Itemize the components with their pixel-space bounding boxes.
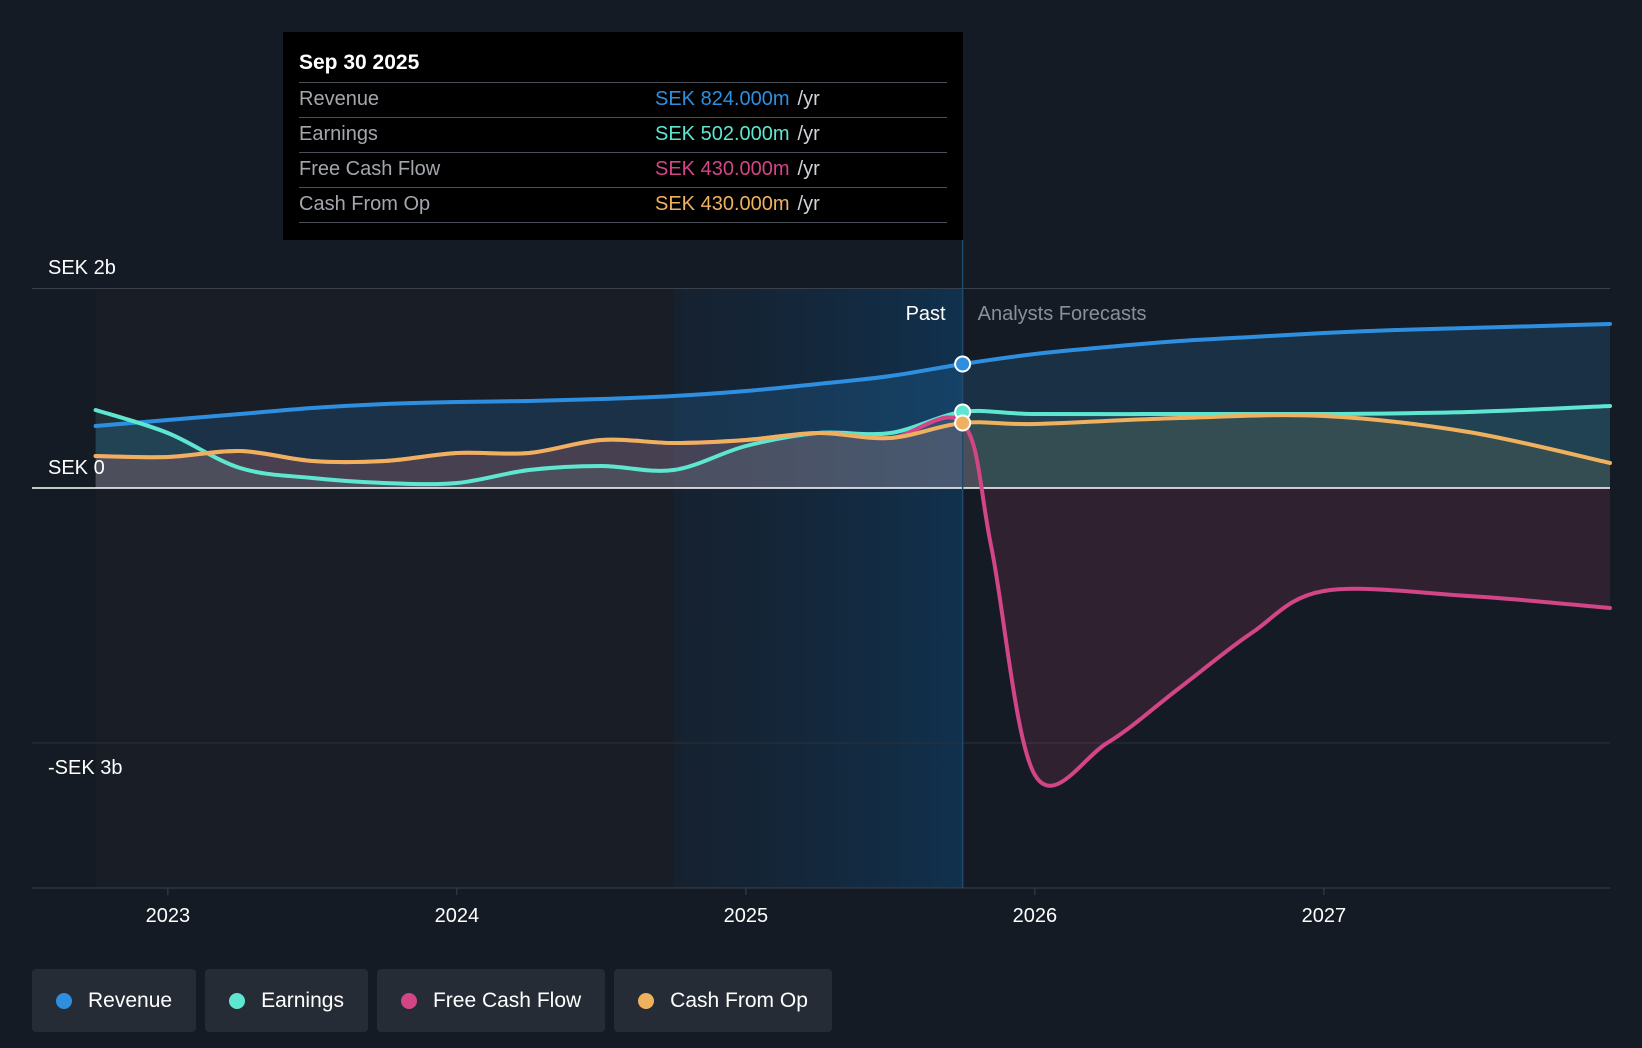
- line-revenue: [93, 322, 1612, 428]
- forecast-label: Analysts Forecasts: [978, 303, 1147, 325]
- series-markers: [954, 355, 972, 432]
- marker-revenue: [954, 355, 972, 373]
- marker-cash-from-op: [954, 414, 972, 432]
- past-label: Past: [906, 303, 946, 325]
- area-free-cash-flow: [95, 417, 1611, 786]
- series-areas: [95, 324, 1611, 786]
- x-tick-label: 2023: [146, 905, 191, 927]
- legend-label: Free Cash Flow: [432, 988, 582, 1012]
- legend-dot-icon: [229, 992, 246, 1009]
- legend-item-revenue[interactable]: Revenue: [32, 969, 197, 1032]
- legend: Revenue Earnings Free Cash Flow Cash Fro…: [32, 969, 832, 1032]
- series-lines: [93, 322, 1612, 788]
- past-region: [96, 288, 674, 888]
- legend-item-earnings[interactable]: Earnings: [205, 969, 368, 1032]
- tooltip-unit: /yr: [797, 123, 820, 145]
- x-tick-label: 2024: [435, 905, 480, 927]
- legend-item-free-cash-flow[interactable]: Free Cash Flow: [376, 969, 606, 1032]
- tooltip-label: Revenue: [299, 88, 380, 110]
- tooltip-value: SEK 824.000m: [655, 88, 790, 110]
- y-tick-label: -SEK 3b: [48, 757, 122, 779]
- legend-label: Cash From Op: [670, 988, 808, 1012]
- y-tick-label: SEK 0: [48, 457, 105, 479]
- tooltip-row-earnings: Earnings SEK 502.000m /yr: [299, 117, 947, 152]
- area-earnings: [95, 406, 1611, 488]
- tooltip-unit: /yr: [797, 158, 820, 180]
- legend-item-cash-from-op[interactable]: Cash From Op: [614, 969, 832, 1032]
- tooltip-label: Cash From Op: [299, 193, 431, 215]
- tooltip-date: Sep 30 2025: [299, 51, 420, 74]
- x-axis: 2023 2024 2025 2026 2027: [146, 888, 1347, 927]
- highlight-region: [673, 288, 963, 888]
- legend-label: Earnings: [261, 988, 344, 1012]
- legend-dot-icon: [56, 992, 72, 1009]
- y-tick-label: SEK 2b: [48, 257, 116, 279]
- tooltip-label: Earnings: [299, 123, 378, 145]
- tooltip-unit: /yr: [797, 88, 820, 110]
- tooltip-row-free-cash-flow: Free Cash Flow SEK 430.000m /yr: [299, 152, 947, 187]
- tooltip-unit: /yr: [797, 193, 820, 215]
- legend-label: Revenue: [88, 988, 173, 1012]
- x-tick-label: 2026: [1013, 905, 1058, 927]
- legend-dot-icon: [400, 992, 417, 1009]
- y-axis: SEK 2b SEK 0 -SEK 3b: [48, 257, 122, 779]
- x-tick-label: 2027: [1302, 905, 1347, 927]
- area-cash-from-op: [95, 415, 1611, 488]
- tooltip-row-revenue: Revenue SEK 824.000m /yr: [299, 82, 947, 117]
- line-cash-from-op: [93, 413, 1612, 465]
- tooltip-label: Free Cash Flow: [299, 158, 441, 180]
- tooltip-value: SEK 430.000m: [655, 158, 790, 180]
- tooltip-row-cash-from-op: Cash From Op SEK 430.000m /yr: [299, 187, 947, 223]
- legend-dot-icon: [638, 992, 655, 1009]
- tooltip: Sep 30 2025 Revenue SEK 824.000m /yr Ear…: [283, 32, 963, 240]
- x-tick-label: 2025: [724, 905, 769, 927]
- tooltip-value: SEK 430.000m: [655, 193, 790, 215]
- area-revenue: [95, 324, 1611, 488]
- tooltip-value: SEK 502.000m: [655, 123, 790, 145]
